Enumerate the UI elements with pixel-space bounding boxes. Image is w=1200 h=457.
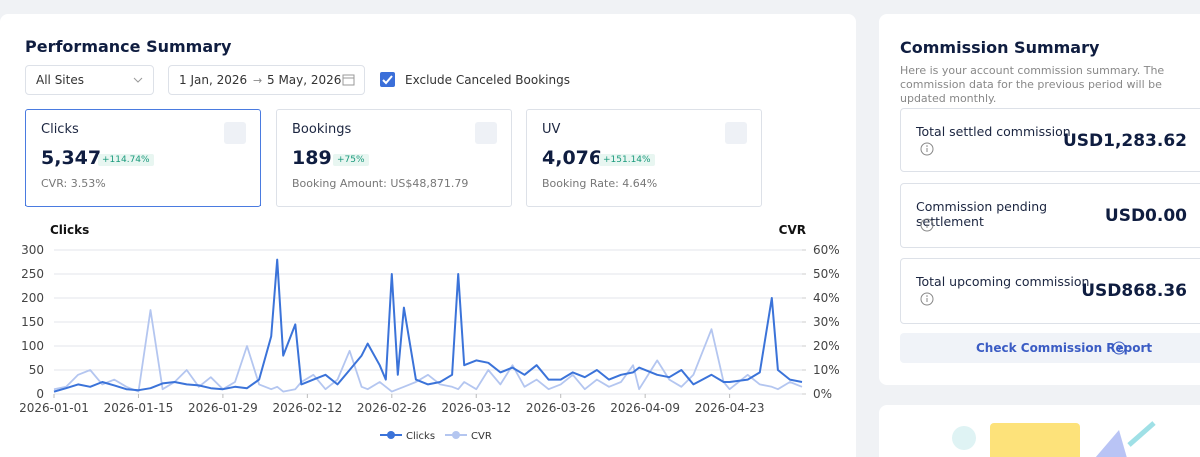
card-label: UV: [542, 122, 561, 137]
card-label: Bookings: [292, 122, 352, 137]
y-tick-label: 100: [21, 339, 44, 353]
report-button[interactable]: Check Commission Report: [900, 333, 1200, 363]
y-tick-label: 50: [29, 363, 44, 377]
card-icon: [475, 122, 497, 144]
y-tick-label: 0: [36, 387, 44, 401]
chart: Clicks CVR 0 50 100 150 200 250 300 0% 10% 20% 30% 40…: [19, 223, 840, 442]
site-select[interactable]: All Sites: [25, 65, 154, 95]
series-line: [53, 258, 803, 393]
x-tick-label: 2026-01-01: [19, 401, 89, 415]
x-tick-label: 2026-03-26: [526, 401, 596, 415]
card-icon: [224, 122, 246, 144]
card-value: 189: [292, 147, 332, 169]
date-start: 1 Jan, 2026: [179, 73, 248, 87]
legend-label: Clicks: [406, 431, 435, 442]
chevron: [133, 77, 143, 83]
commission-label: Commission pending settlement: [916, 199, 1048, 229]
commission-title: Commission Summary: [900, 38, 1100, 57]
card-sub: Booking Amount: US$48,871.79: [292, 177, 469, 190]
commission-value: USD1,283.62: [1062, 131, 1187, 151]
card-change: +151.14%: [599, 154, 655, 166]
x-tick-label: 2026-04-09: [610, 401, 680, 415]
metric-card[interactable]: Clicks 5,347 +114.74% CVR: 3.53%: [25, 109, 261, 207]
card-sub: Booking Rate: 4.64%: [542, 177, 658, 190]
report-link: Check Commission Report: [976, 341, 1153, 355]
y2-tick-label: 30%: [813, 315, 840, 329]
card-value: 5,347: [41, 147, 102, 169]
metric-card[interactable]: Bookings 189 +75% Booking Amount: US$48,871…: [276, 109, 512, 207]
y2-axis-title: CVR: [779, 223, 806, 237]
commission-item: Total upcoming commission USD868.36: [900, 258, 1200, 324]
commission-value: USD868.36: [1081, 281, 1187, 301]
promo-illustration: [952, 421, 1156, 457]
checkbox[interactable]: [380, 72, 395, 87]
panel-title: Performance Summary: [25, 37, 232, 56]
y2-tick-label: 60%: [813, 243, 840, 257]
y-tick-label: 250: [21, 267, 44, 281]
info-icon: [920, 218, 934, 232]
x-tick-label: 2026-01-29: [188, 401, 258, 415]
y-tick-label: 150: [21, 315, 44, 329]
date-end: 5 May, 2026: [267, 73, 342, 87]
y2-tick-label: 0%: [813, 387, 832, 401]
card-icon: [725, 122, 747, 144]
checkmark: [382, 75, 393, 85]
y-axis-title: Clicks: [50, 223, 89, 237]
y2-tick-label: 40%: [813, 291, 840, 305]
legend-marker: [452, 431, 460, 439]
x-tick-label: 2026-03-12: [441, 401, 511, 415]
date-range[interactable]: 1 Jan, 2026 → 5 May, 2026: [168, 65, 365, 95]
legend-marker: [387, 431, 395, 439]
commission-description: Here is your account commission summary.…: [900, 64, 1165, 105]
site-select-text: All Sites: [36, 73, 84, 87]
card-label: Clicks: [41, 122, 79, 137]
x-tick-label: 2026-04-23: [695, 401, 765, 415]
commission-label: Total settled commission: [916, 124, 1071, 139]
promo-panel: [879, 405, 1200, 457]
card-value: 4,076: [542, 147, 603, 169]
y2-tick-label: 10%: [813, 363, 840, 377]
x-tick-label: 2026-02-12: [272, 401, 342, 415]
info-icon: [920, 292, 934, 306]
checkbox-label: Exclude Canceled Bookings: [405, 73, 570, 87]
arrow: →: [253, 74, 263, 87]
commission-item: Total settled commission USD1,283.62: [900, 108, 1200, 172]
arrow-icon: [1112, 341, 1126, 355]
commission-item: Commission pending settlement USD0.00: [900, 183, 1200, 248]
commission-label: Total upcoming commission: [916, 274, 1090, 289]
x-tick-label: 2026-02-26: [357, 401, 427, 415]
info-icon: [920, 142, 934, 156]
y-tick-label: 200: [21, 291, 44, 305]
card-sub: CVR: 3.53%: [41, 177, 106, 190]
x-tick-label: 2026-01-15: [104, 401, 174, 415]
y2-tick-label: 20%: [813, 339, 840, 353]
y-tick-label: 300: [21, 243, 44, 257]
calendar-icon: [342, 74, 355, 86]
card-change: +75%: [333, 154, 369, 166]
y2-tick-label: 50%: [813, 267, 840, 281]
commission-value: USD0.00: [1104, 206, 1187, 226]
legend-label: CVR: [471, 431, 492, 442]
card-change: +114.74%: [98, 154, 154, 166]
metric-card[interactable]: UV 4,076 +151.14% Booking Rate: 4.64%: [526, 109, 762, 207]
